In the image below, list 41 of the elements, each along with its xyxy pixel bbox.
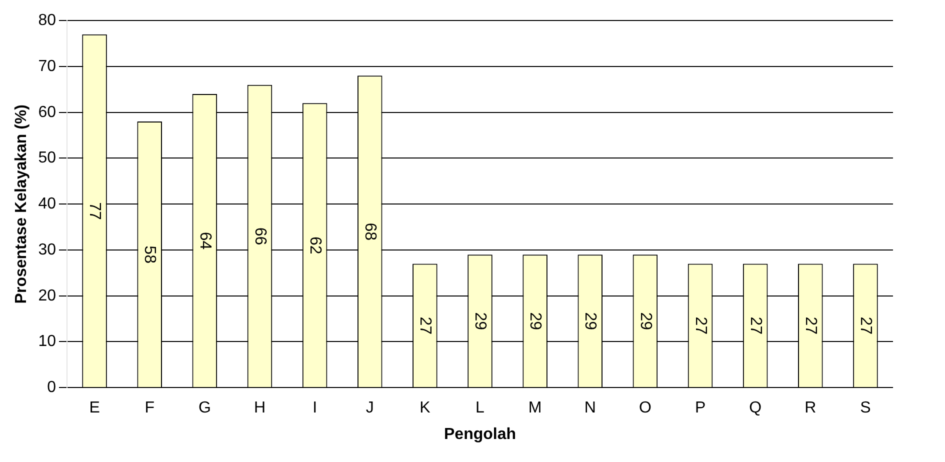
x-tick-label: G: [198, 400, 211, 417]
x-tick-label: O: [638, 400, 652, 417]
y-tick-label: 80: [38, 12, 56, 30]
data-label: 68: [361, 222, 378, 241]
y-tick-label: 20: [38, 287, 56, 304]
x-tick-label: F: [144, 400, 155, 417]
x-tick-label: I: [312, 400, 318, 417]
x-tick-label: P: [694, 400, 706, 417]
data-label: 27: [416, 316, 434, 335]
x-tick-label: L: [476, 400, 485, 417]
x-tick-label: R: [804, 400, 816, 417]
x-tick-label: Q: [749, 400, 762, 417]
y-tick-label: 50: [38, 150, 56, 167]
x-tick-label: K: [420, 400, 431, 417]
data-label: 29: [526, 312, 544, 330]
x-tick-label: M: [528, 400, 542, 417]
y-axis-title: Prosentase Kelayakan (%): [13, 104, 30, 304]
y-tick-label: 0: [47, 379, 56, 396]
y-tick-label: 70: [38, 58, 56, 75]
data-label: 27: [746, 316, 764, 335]
data-label: 27: [857, 316, 874, 335]
x-tick-label: H: [254, 400, 266, 417]
x-tick-label: E: [89, 400, 100, 417]
data-label: 77: [86, 202, 104, 220]
x-tick-label: J: [366, 400, 374, 417]
x-tick-label: S: [860, 400, 871, 417]
y-tick-label: 30: [38, 241, 56, 258]
data-label: 62: [306, 236, 324, 254]
y-tick-label: 60: [38, 104, 56, 121]
data-label: 29: [472, 312, 489, 330]
x-tick-label: N: [584, 400, 596, 417]
data-label: 27: [692, 316, 709, 335]
y-tick-label: 40: [38, 196, 56, 213]
x-axis-title: Pengolah: [444, 426, 516, 443]
data-label: 64: [196, 232, 214, 250]
data-label: 29: [582, 312, 599, 330]
data-label: 29: [636, 312, 654, 330]
data-label: 27: [802, 316, 819, 335]
y-tick-label: 10: [38, 333, 56, 350]
data-label: 66: [251, 227, 268, 246]
data-label: 58: [141, 246, 158, 264]
